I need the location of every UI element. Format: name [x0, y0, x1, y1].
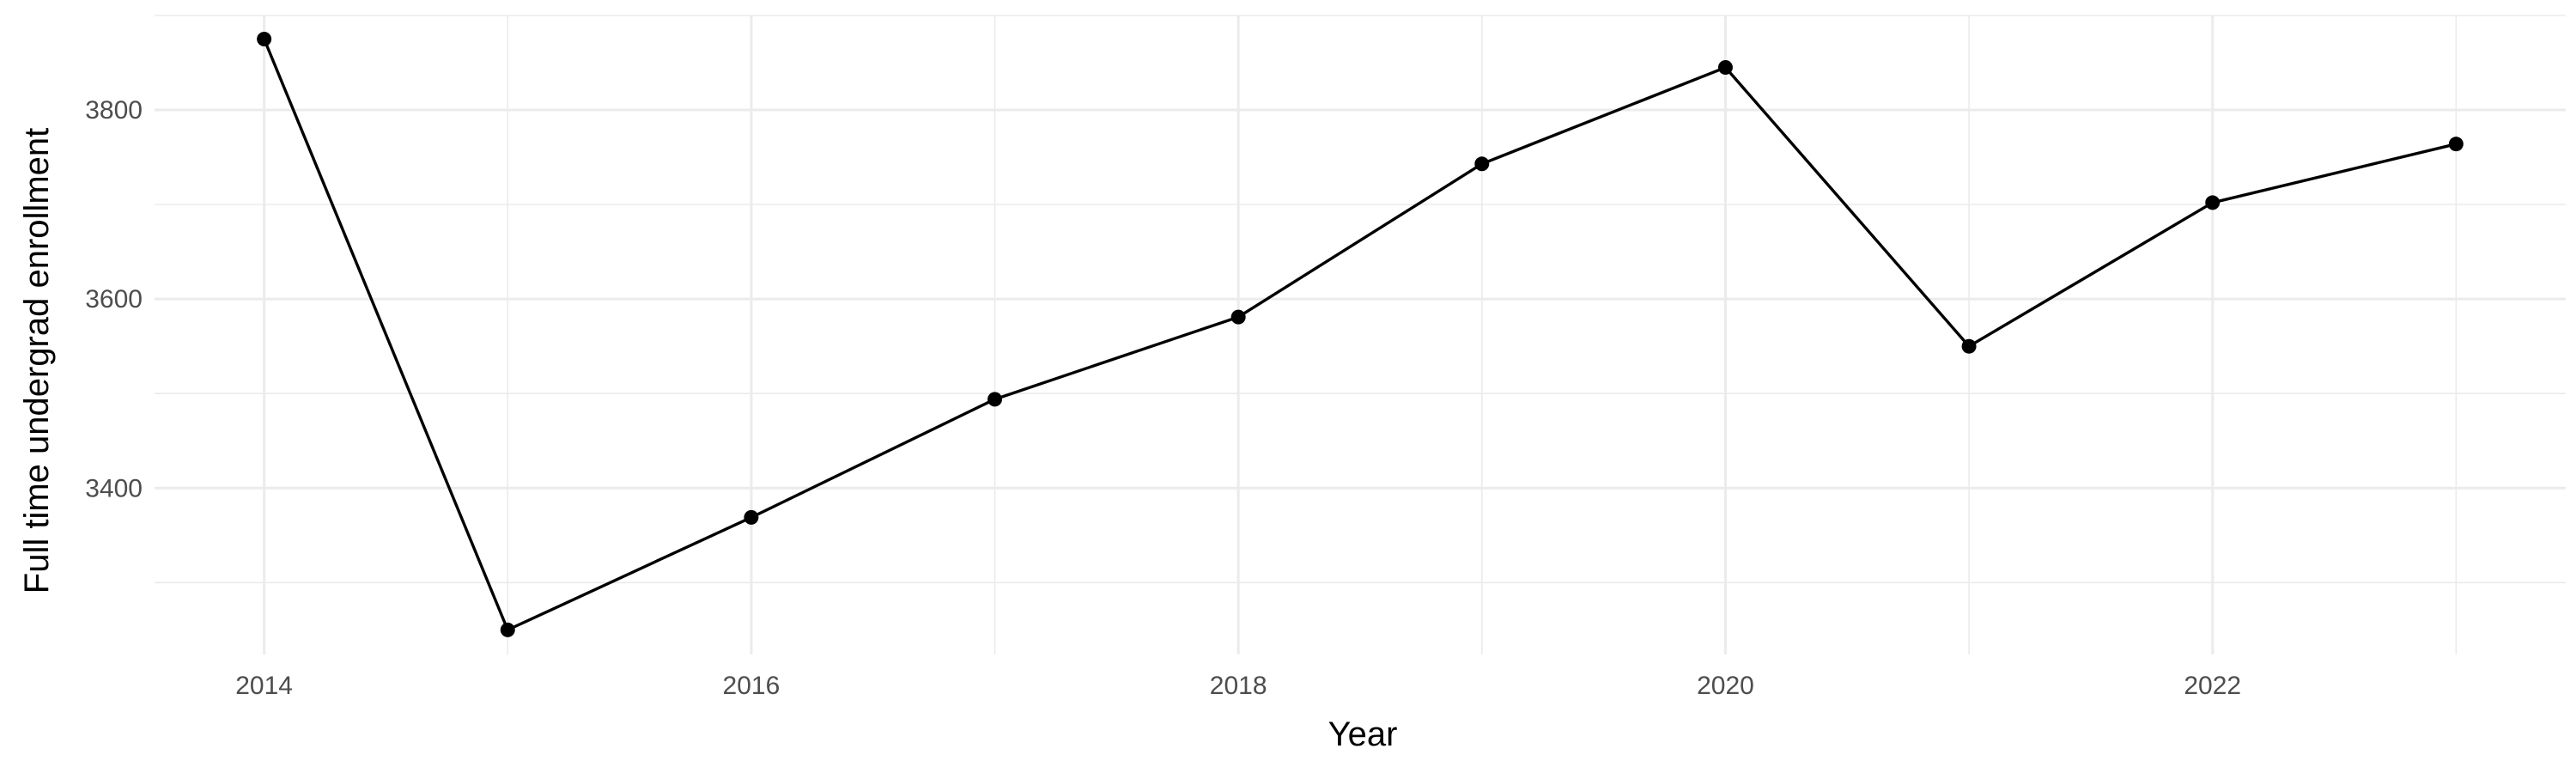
series-line [263, 38, 2457, 632]
x-axis-title: Year [1328, 715, 1398, 753]
minor-gridlines [155, 15, 2566, 654]
y-tick-label: 3600 [85, 285, 143, 313]
data-point [1961, 338, 1977, 354]
data-point [2205, 195, 2221, 210]
y-tick-label: 3400 [85, 474, 143, 502]
data-point [257, 32, 272, 47]
data-point [987, 392, 1003, 407]
data-point [1230, 309, 1246, 325]
data-point [500, 622, 515, 637]
x-tick-label: 2018 [1210, 672, 1267, 700]
series-layer [257, 32, 2464, 637]
data-point [1717, 60, 1733, 76]
x-tick-label: 2016 [723, 672, 781, 700]
x-tick-label: 2020 [1697, 672, 1754, 700]
y-axis-title: Full time undergrad enrollment [18, 128, 56, 593]
data-point [1474, 156, 1490, 172]
y-tick-label: 3800 [85, 96, 143, 125]
major-gridlines [155, 15, 2566, 654]
data-point [2448, 137, 2464, 152]
tick-labels: 3400 3600 3800 2014 2016 2018 2020 2022 [85, 96, 2241, 700]
data-point [744, 509, 759, 525]
x-tick-label: 2014 [235, 672, 293, 700]
x-tick-label: 2022 [2184, 672, 2241, 700]
